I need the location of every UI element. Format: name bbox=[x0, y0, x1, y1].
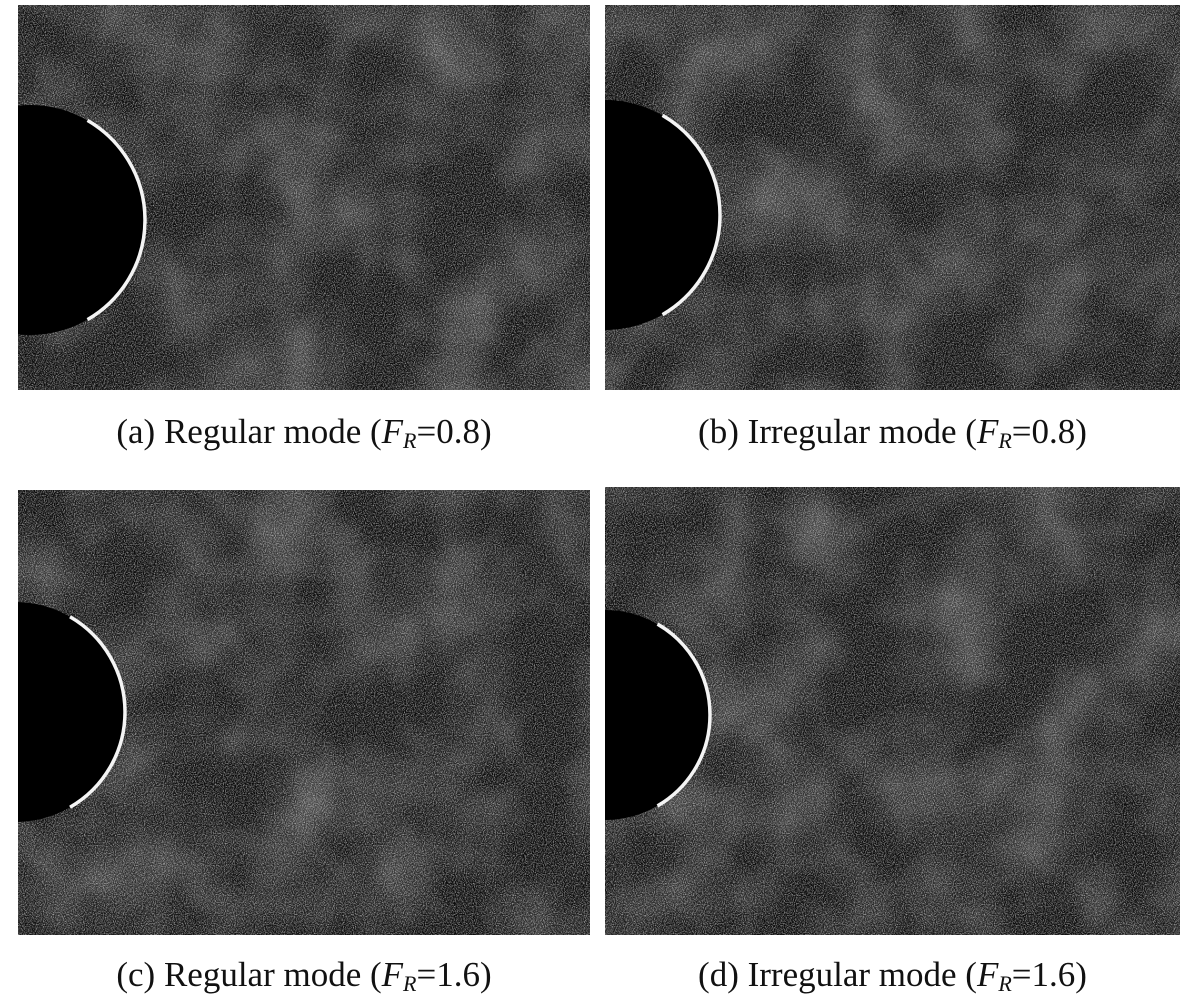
photo bbox=[0, 490, 590, 935]
caption-text: =0.8) bbox=[417, 412, 492, 451]
caption: (d) Irregular mode (FR=1.6) bbox=[698, 955, 1087, 996]
caption: (a) Regular mode (FR=0.8) bbox=[116, 412, 491, 453]
caption-sub: R bbox=[997, 971, 1012, 996]
photo bbox=[500, 487, 1180, 935]
caption-sub: R bbox=[402, 971, 417, 996]
caption: (c) Regular mode (FR=1.6) bbox=[116, 955, 491, 996]
caption-var: F bbox=[976, 412, 999, 451]
caption: (b) Irregular mode (FR=0.8) bbox=[698, 412, 1087, 453]
caption-text: =0.8) bbox=[1012, 412, 1087, 451]
caption-text: =1.6) bbox=[417, 955, 492, 994]
caption-text: (c) Regular mode ( bbox=[116, 955, 381, 994]
caption-sub: R bbox=[402, 428, 417, 453]
photo bbox=[0, 5, 590, 390]
caption-text: (a) Regular mode ( bbox=[116, 412, 381, 451]
caption-text: (d) Irregular mode ( bbox=[698, 955, 977, 994]
caption-var: F bbox=[381, 955, 404, 994]
caption-sub: R bbox=[997, 428, 1012, 453]
caption-var: F bbox=[381, 412, 404, 451]
figure: (a) Regular mode (FR=0.8)(b) Irregular m… bbox=[0, 0, 1185, 1006]
caption-var: F bbox=[976, 955, 999, 994]
photo bbox=[490, 5, 1180, 390]
caption-text: (b) Irregular mode ( bbox=[698, 412, 977, 451]
caption-text: =1.6) bbox=[1012, 955, 1087, 994]
